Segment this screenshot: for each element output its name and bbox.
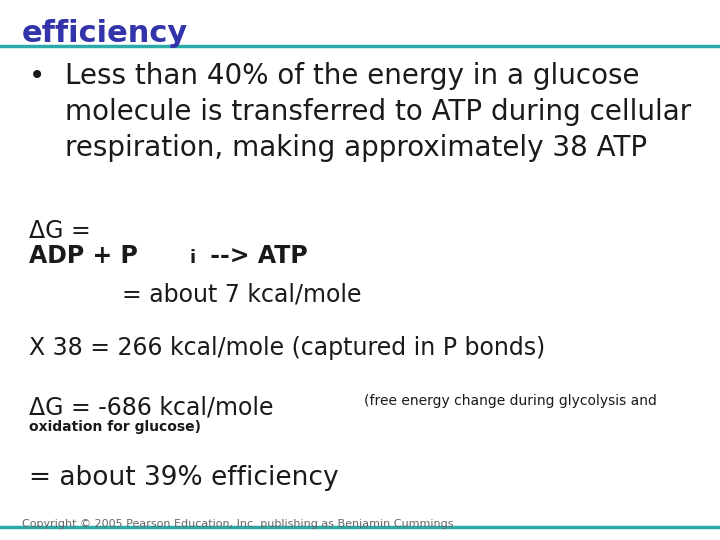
- Text: --> ATP: --> ATP: [202, 244, 307, 268]
- Text: = about 7 kcal/mole: = about 7 kcal/mole: [122, 282, 362, 306]
- Text: ΔG =: ΔG =: [29, 219, 91, 242]
- Text: ΔG = -686 kcal/mole: ΔG = -686 kcal/mole: [29, 395, 274, 419]
- Text: oxidation for glucose): oxidation for glucose): [29, 420, 201, 434]
- Text: (free energy change during glycolysis and: (free energy change during glycolysis an…: [364, 394, 657, 408]
- Text: •: •: [29, 62, 45, 90]
- Text: i: i: [189, 249, 196, 267]
- Text: = about 39% efficiency: = about 39% efficiency: [29, 465, 338, 491]
- Text: Less than 40% of the energy in a glucose
molecule is transferred to ATP during c: Less than 40% of the energy in a glucose…: [65, 62, 691, 161]
- Text: ADP + P: ADP + P: [29, 244, 138, 268]
- Text: Copyright © 2005 Pearson Education, Inc. publishing as Benjamin Cummings: Copyright © 2005 Pearson Education, Inc.…: [22, 519, 453, 529]
- Text: efficiency: efficiency: [22, 19, 188, 48]
- Text: X 38 = 266 kcal/mole (captured in P bonds): X 38 = 266 kcal/mole (captured in P bond…: [29, 336, 545, 360]
